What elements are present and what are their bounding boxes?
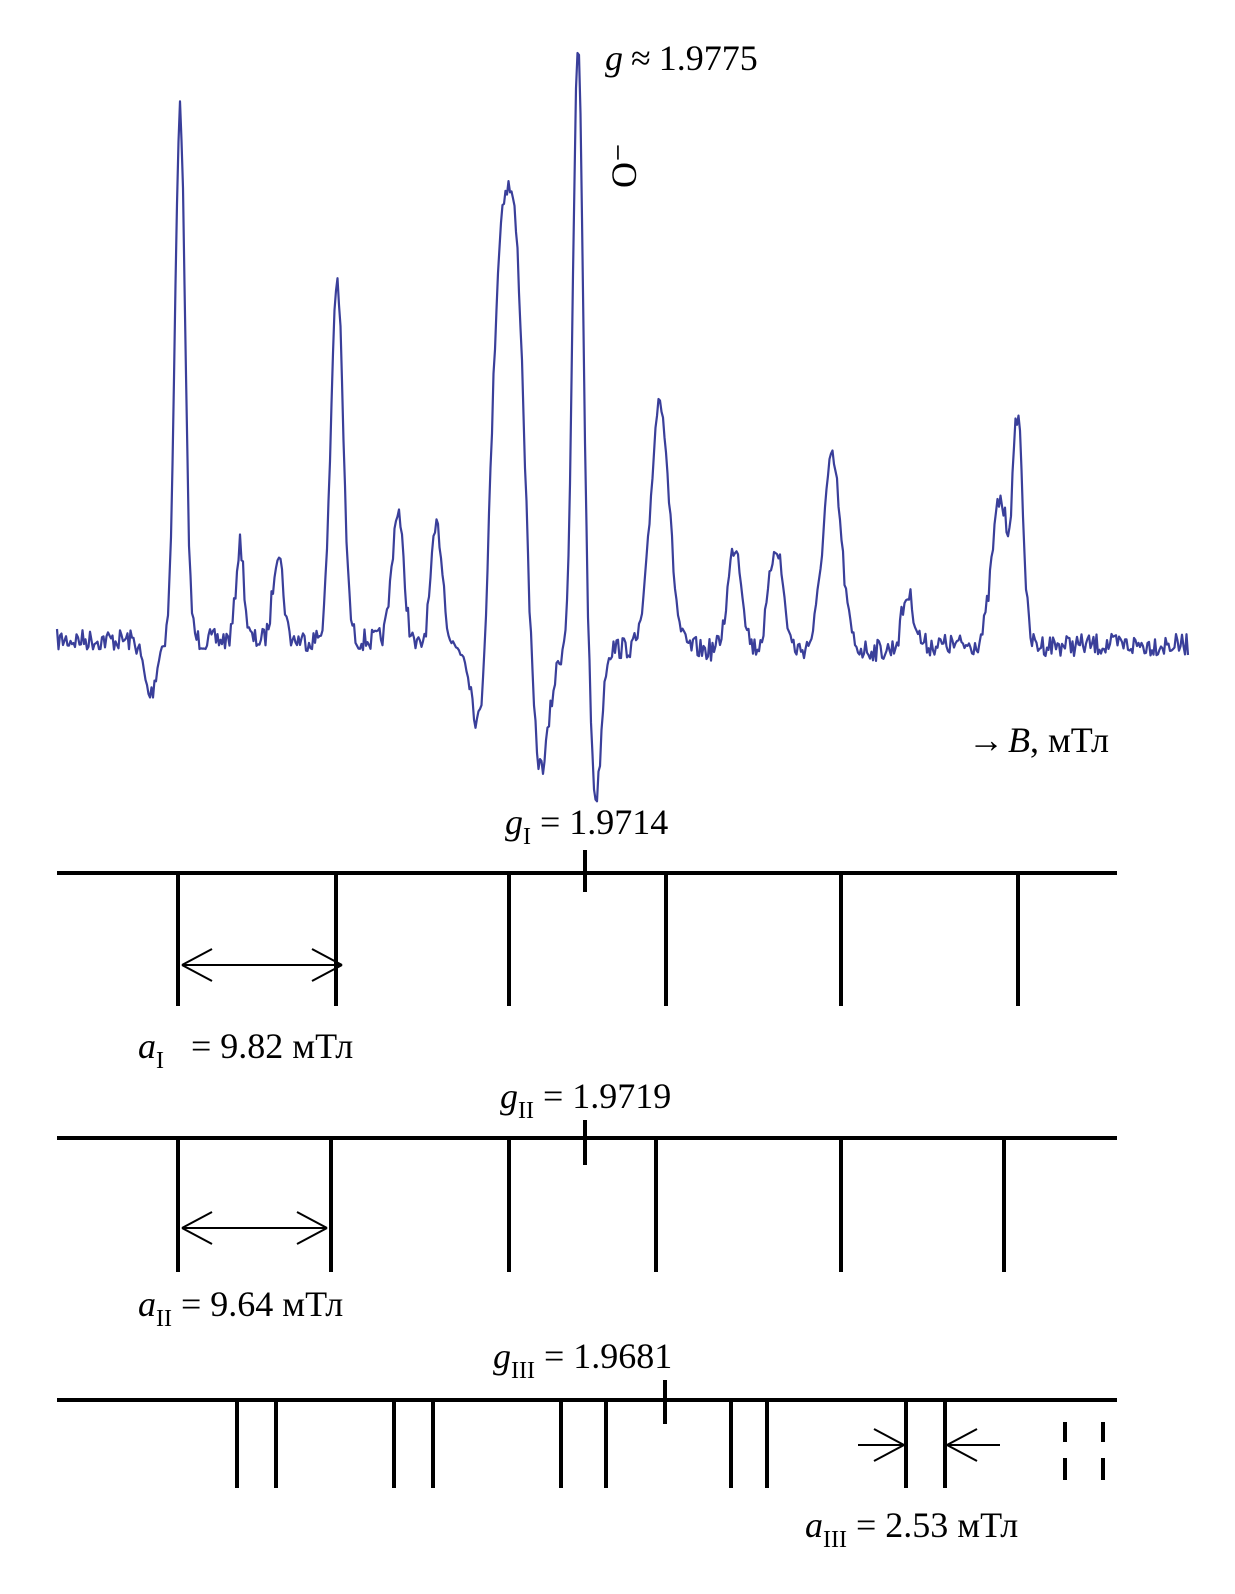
arrowhead [181,948,213,966]
a3-label: aIII = 2.53 мТл [805,1505,1018,1553]
arrowhead [296,1227,328,1245]
a1-label: aI = 9.82 мТл [138,1026,353,1074]
arrowhead [296,1211,328,1229]
arrowhead [181,964,213,982]
arrowhead [873,1428,905,1446]
arrowhead [311,964,343,982]
species-label: O⁻ [604,143,644,188]
arrowhead [181,1227,213,1245]
field-axis-label: → B, мТл [968,720,1109,760]
arrowhead [181,1211,213,1229]
arrowhead [873,1444,905,1462]
g2-label: gII = 1.9719 [500,1076,671,1124]
arrowhead [946,1428,978,1446]
a2-label: aII = 9.64 мТл [138,1284,343,1332]
arrowhead [311,948,343,966]
spectrum-line [55,51,1190,803]
g1-label: gI = 1.9714 [505,802,668,850]
stick-diagrams [57,850,1117,1488]
peak-g-label: g ≈1.9775 [605,38,758,78]
epr-spectrum [55,51,1190,803]
g3-label: gIII = 1.9681 [493,1336,672,1384]
arrowhead [946,1444,978,1462]
